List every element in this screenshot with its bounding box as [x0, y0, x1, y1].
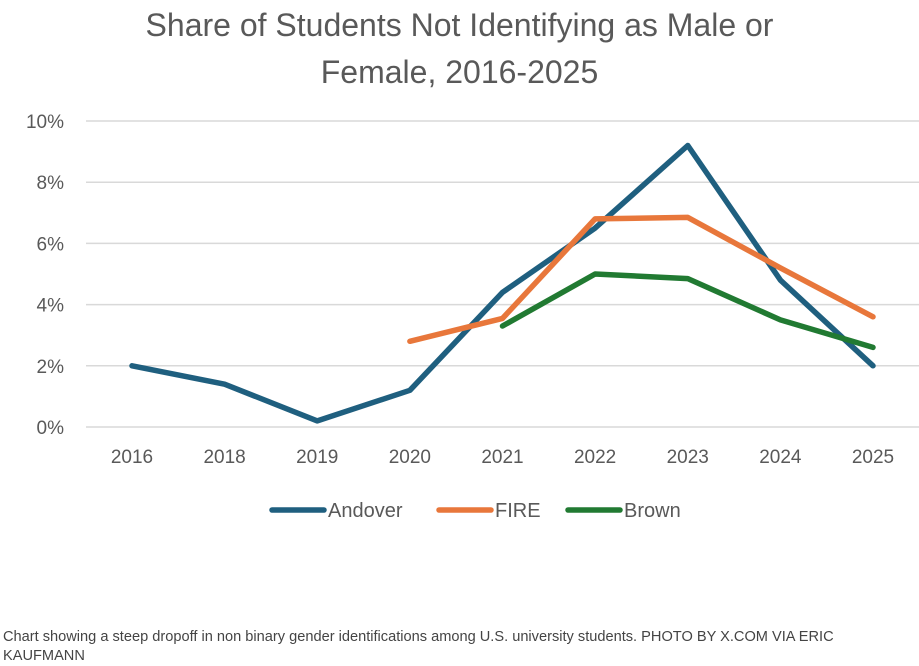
x-tick-label: 2019: [296, 447, 338, 468]
x-tick-label: 2021: [481, 447, 523, 468]
y-tick-label: 10%: [26, 112, 64, 133]
series-line-fire: [407, 214, 876, 345]
legend: Andover FIRE Brown: [269, 500, 681, 522]
legend-label: Andover: [328, 500, 403, 522]
x-tick-label: 2025: [852, 447, 894, 468]
x-tick-label: 2022: [574, 447, 616, 468]
line-chart: 0%2%4%6%8%10% 2016 2018 2019 2020 2021 2022 20…: [26, 112, 919, 522]
y-tick-label: 0%: [37, 418, 65, 439]
chart-title-line-2: Female, 2016-2025: [320, 54, 599, 90]
chart-title: Share of Students Not Identifying as Mal…: [0, 2, 919, 96]
y-axis-tick-labels: 0% 2% 4% 6% 8% 10%: [26, 112, 64, 439]
gridlines: [86, 120, 919, 428]
x-tick-label: 2018: [203, 447, 245, 468]
x-tick-label: 2024: [759, 447, 802, 468]
image-caption: Chart showing a steep dropoff in non bin…: [3, 629, 834, 664]
series-lines: [129, 142, 876, 424]
legend-item-brown: Brown: [565, 500, 681, 522]
x-tick-label: 2020: [389, 447, 431, 468]
legend-label: FIRE: [495, 500, 541, 522]
legend-item-fire: FIRE: [436, 500, 541, 522]
x-tick-label: 2016: [111, 447, 153, 468]
x-axis-tick-labels: 2016 2018 2019 2020 2021 2022 2023 2024 2025: [111, 447, 894, 468]
x-tick-label: 2023: [667, 447, 709, 468]
legend-item-andover: Andover: [269, 500, 403, 522]
y-tick-label: 6%: [37, 234, 65, 255]
y-tick-label: 2%: [37, 357, 65, 378]
series-line-andover: [129, 142, 876, 424]
chart-title-line-1: Share of Students Not Identifying as Mal…: [145, 7, 774, 43]
legend-label: Brown: [624, 500, 681, 522]
y-tick-label: 8%: [37, 173, 65, 194]
y-tick-label: 4%: [37, 296, 65, 317]
